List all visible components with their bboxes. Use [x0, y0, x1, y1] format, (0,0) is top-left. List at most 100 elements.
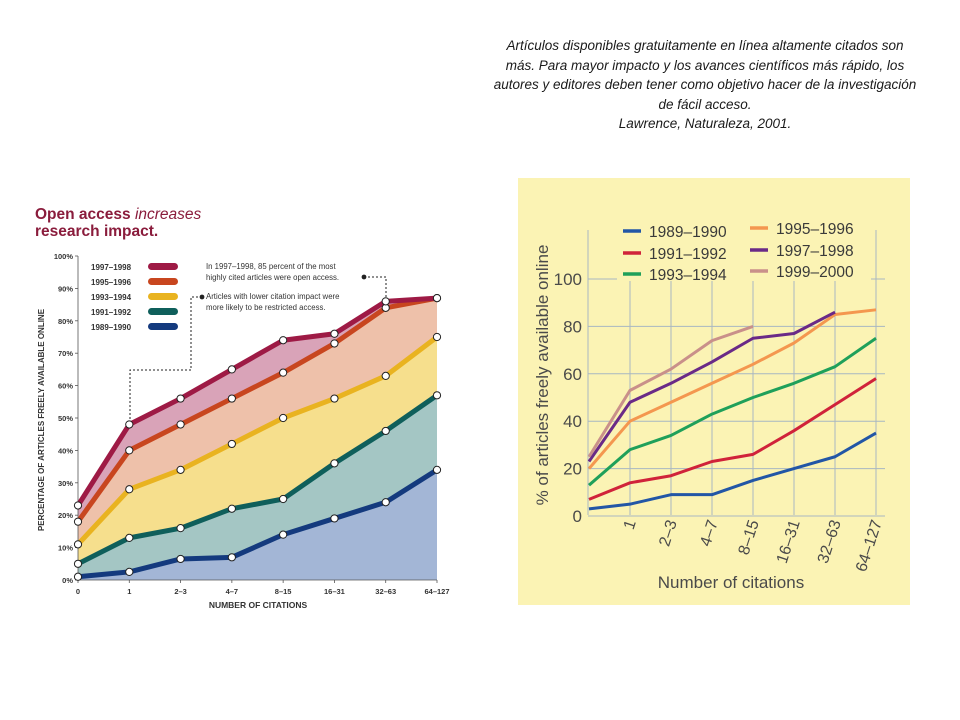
chart1-x-tick-label: 16–31: [324, 587, 345, 596]
chart1-point: [279, 413, 288, 423]
caption-line-1: Artículos disponibles gratuitamente en l…: [506, 38, 904, 53]
chart2-y-tick-label: 20: [563, 460, 582, 479]
chart1-title: Open access increases research impact.: [35, 206, 202, 240]
chart1-band-fill: [78, 469, 437, 580]
chart1-point: [381, 297, 390, 306]
chart1-point: [227, 553, 236, 562]
chart1-x-tick-label: 2–3: [174, 587, 187, 596]
caption-line-2: más. Para mayor impacto y los avances ci…: [505, 57, 905, 73]
chart1-x-tick-label: 4–7: [226, 587, 239, 596]
chart1-point: [381, 498, 390, 507]
chart1-point: [73, 501, 83, 510]
chart1-legend-swatch: [148, 323, 178, 330]
chart1-point: [330, 339, 339, 348]
chart1-point: [330, 514, 339, 523]
chart1-title-italic: increases: [135, 206, 202, 223]
chart1-point: [432, 465, 442, 474]
chart2-series-line: [587, 308, 877, 470]
chart1-point: [125, 567, 134, 577]
chart1-legend-swatch: [148, 263, 178, 270]
chart1-series-line: [76, 335, 439, 547]
chart1-x-tick-label: 0: [76, 587, 80, 596]
chart2-legend-box: [617, 211, 871, 281]
chart1-legend-label: 1997–1998: [91, 263, 132, 272]
chart1-point: [125, 420, 134, 429]
chart1-y-tick-label: 20%: [58, 511, 73, 520]
caption-line-3: autores y editores deben tener como obje…: [493, 77, 917, 92]
chart2-y-tick-label: 100: [554, 270, 582, 289]
chart1-point: [227, 394, 236, 403]
chart1-point: [125, 485, 134, 494]
chart1-point: [73, 540, 83, 549]
chart1-point: [227, 439, 236, 449]
chart1-point: [73, 572, 83, 581]
chart1-point: [330, 394, 339, 403]
chart1-ylabel: PERCENTAGE OF ARTICLES FREELY AVAILABLE …: [37, 308, 46, 531]
chart1-title-normal: Open access: [35, 206, 135, 223]
chart1-legend-swatch: [148, 308, 178, 315]
chart1-y-tick-label: 10%: [58, 544, 73, 553]
chart2-series-line: [587, 324, 754, 458]
chart1-point: [73, 517, 83, 526]
chart1-point: [125, 446, 134, 455]
caption-citation: Lawrence, Naturaleza, 2001.: [618, 116, 792, 131]
chart1-x-tick-label: 8–15: [275, 587, 292, 596]
chart2-ylabel: % of articles freely available online: [533, 245, 552, 506]
chart1-point: [176, 420, 185, 429]
chart1-point: [227, 504, 236, 513]
chart1-point: [279, 336, 288, 345]
chart1-point: [73, 559, 83, 568]
chart1-point: [227, 365, 236, 374]
chart1-series-line: [77, 467, 439, 580]
chart1-annotation-line: Articles with lower citation impact were: [206, 292, 339, 301]
chart2-series-line: [587, 310, 836, 463]
chart1-point: [176, 554, 185, 564]
chart1-annotation-leader: [129, 296, 202, 421]
chart2-series-line: [588, 431, 877, 511]
chart1-x-tick-label: 64–127: [424, 587, 449, 596]
chart1-y-tick-label: 80%: [58, 317, 73, 326]
chart1-x-tick-label: 1: [127, 587, 131, 596]
chart1-legend-label: 1989–1990: [91, 323, 132, 332]
chart1-y-tick-label: 0%: [62, 576, 73, 585]
chart2-legend-label: 1999–2000: [776, 264, 854, 281]
chart1-y-tick-label: 40%: [58, 446, 73, 455]
chart1-y-tick-label: 50%: [58, 414, 73, 423]
chart1-point: [125, 533, 134, 542]
chart1-xlabel: NUMBER OF CITATIONS: [209, 600, 308, 610]
chart1-point: [279, 530, 288, 539]
chart1-legend-label: 1993–1994: [91, 293, 132, 302]
svg-text:Open access increases: Open access increases: [35, 206, 202, 223]
chart1-point: [279, 494, 288, 504]
chart2-y-tick-label: 0: [573, 507, 582, 526]
chart1-y-tick-label: 90%: [58, 284, 73, 293]
chart1-point: [176, 394, 185, 403]
chart2-xlabel: Number of citations: [658, 573, 804, 592]
chart1-series-line: [76, 393, 439, 567]
chart1-annotation-line: more likely to be restricted access.: [206, 303, 326, 312]
chart2-legend-label: 1997–1998: [776, 243, 854, 260]
open-access-area-chart: Open access increases research impact. 0…: [35, 206, 450, 610]
chart1-annotation-line: highly cited articles were open access.: [206, 273, 339, 282]
caption: Artículos disponibles gratuitamente en l…: [470, 36, 940, 134]
chart1-y-tick-label: 100%: [54, 252, 74, 261]
chart1-point: [330, 459, 339, 468]
chart2-y-tick-label: 40: [563, 412, 582, 431]
chart2-legend-label: 1989–1990: [649, 224, 727, 241]
chart1-series-line: [75, 295, 438, 524]
chart2-series-line: [588, 377, 877, 501]
chart1-point: [279, 368, 288, 377]
chart1-point: [432, 294, 442, 303]
chart2-legend-label: 1995–1996: [776, 221, 854, 238]
chart1-point: [432, 332, 442, 342]
chart1-y-tick-label: 30%: [58, 479, 73, 488]
chart1-legend-label: 1995–1996: [91, 278, 132, 287]
chart1-point: [176, 465, 185, 474]
chart1-series-line: [75, 295, 438, 507]
chart1-annotation-line: In 1997–1998, 85 percent of the most: [206, 262, 336, 271]
chart1-legend-swatch: [148, 278, 178, 285]
chart1-legend-label: 1991–1992: [91, 308, 132, 317]
chart1-legend-swatch: [148, 293, 178, 300]
chart1-point: [381, 371, 390, 380]
